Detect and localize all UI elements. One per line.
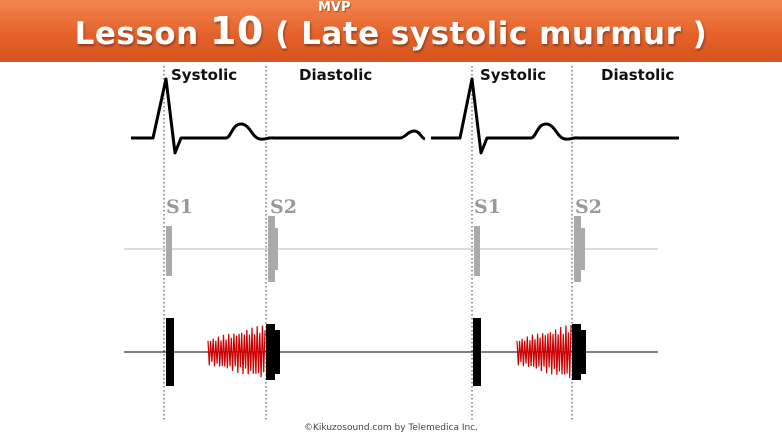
- normal-s2-1: [268, 216, 278, 282]
- abnormal-heart-sounds: [166, 318, 586, 386]
- abnormal-s1-1: [166, 318, 174, 386]
- normal-s1-2: [474, 226, 480, 276]
- banner-title: Lesson 10 ( Late systolic murmur ): [0, 9, 782, 53]
- phase-label-diastolic-1: Diastolic: [299, 66, 373, 84]
- title-suffix: ( Late systolic murmur ): [263, 16, 708, 52]
- ecg-trace-2: [431, 77, 679, 155]
- title-banner: MVP Lesson 10 ( Late systolic murmur ): [0, 0, 782, 62]
- phase-label-diastolic-2: Diastolic: [601, 66, 675, 84]
- normal-s2-2: [574, 216, 585, 282]
- normal-heart-sounds: [166, 216, 585, 282]
- normal-s1-1: [166, 226, 172, 276]
- phase-label-systolic-1: Systolic: [171, 66, 238, 84]
- phase-label-systolic-2: Systolic: [480, 66, 547, 84]
- phase-dividers: [163, 66, 573, 420]
- late-systolic-murmur-2: [516, 324, 572, 378]
- title-prefix: Lesson: [74, 16, 210, 52]
- murmur-2-wave: [516, 324, 572, 378]
- abnormal-s2-2: [572, 324, 586, 380]
- sound-label-s2-1: S2: [270, 196, 297, 218]
- murmur-1-wave: [207, 325, 266, 378]
- sound-label-s1-2: S1: [474, 196, 501, 218]
- abnormal-s2-1: [266, 324, 280, 380]
- sound-label-s2-2: S2: [575, 196, 602, 218]
- late-systolic-murmur-1: [207, 325, 266, 378]
- title-number: 10: [209, 9, 264, 53]
- abnormal-s1-2: [473, 318, 481, 386]
- copyright-text: ©Kikuzosound.com by Telemedica Inc.: [304, 423, 478, 433]
- ecg-trace-1: [131, 77, 426, 155]
- sound-label-s1-1: S1: [166, 196, 193, 218]
- banner-subtitle: MVP: [318, 0, 351, 15]
